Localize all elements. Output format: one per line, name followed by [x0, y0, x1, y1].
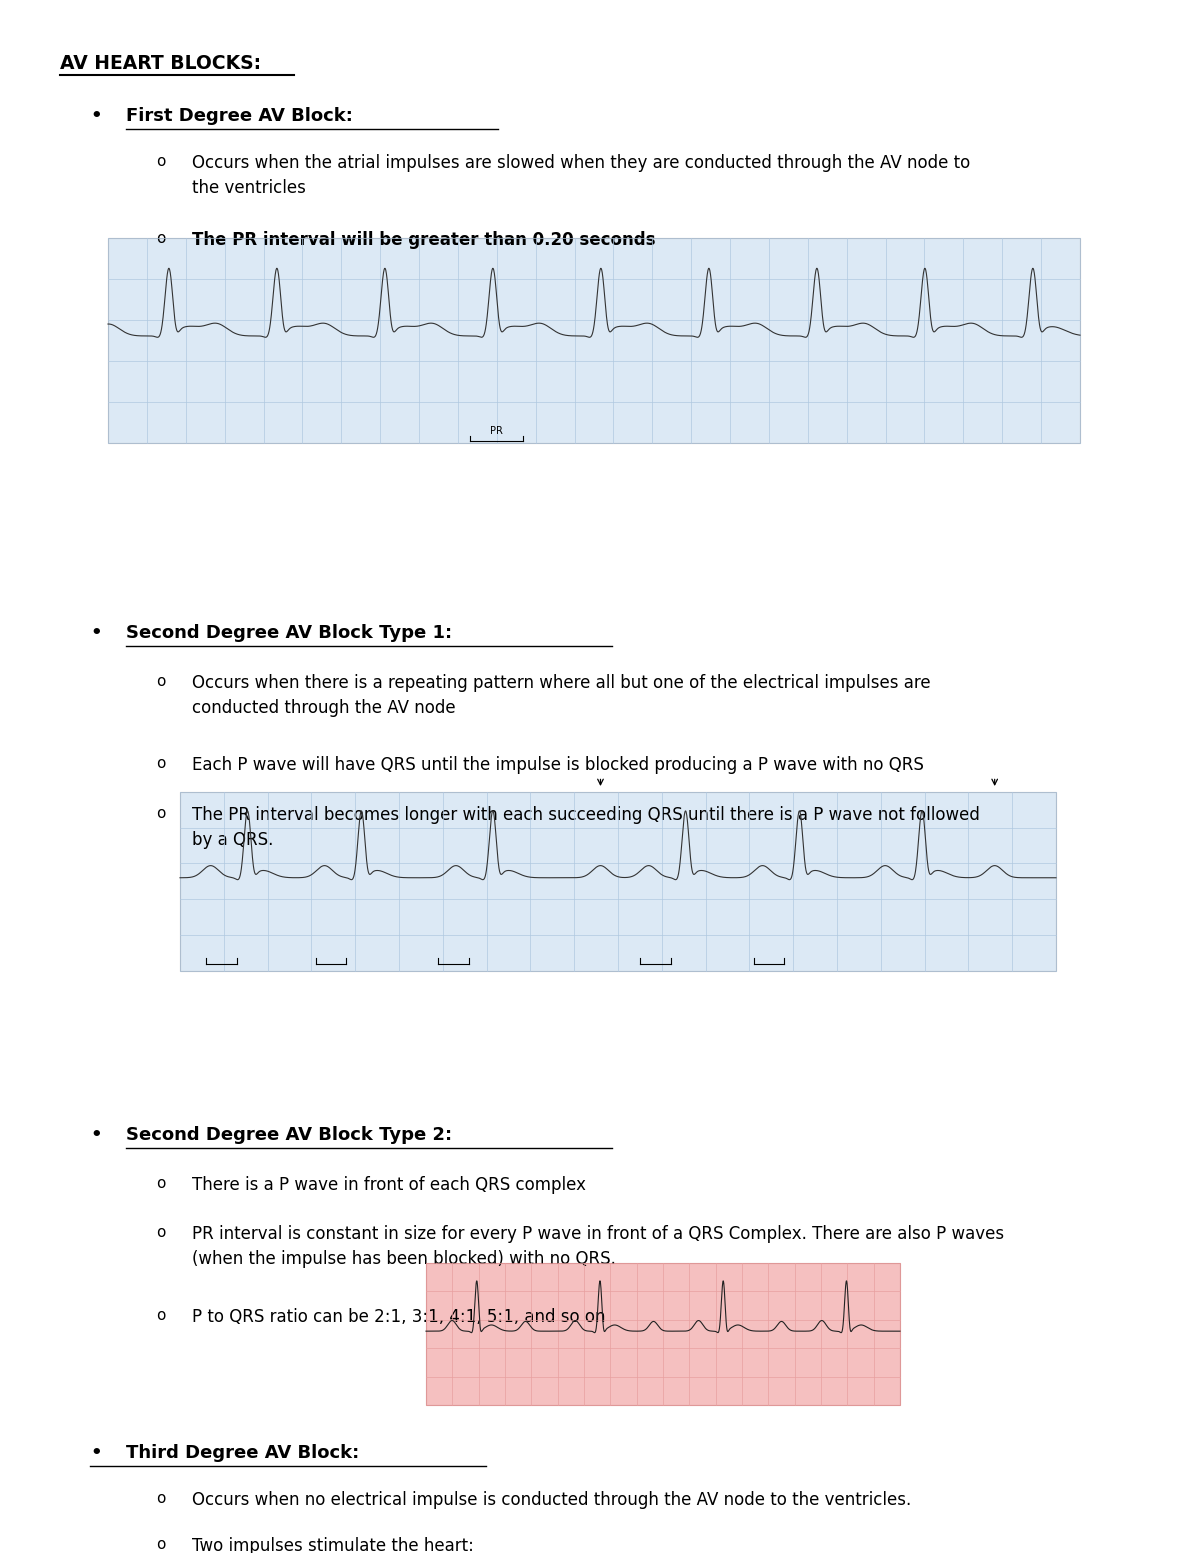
FancyBboxPatch shape [180, 792, 1056, 971]
Text: Second Degree AV Block Type 2:: Second Degree AV Block Type 2: [126, 1126, 452, 1145]
Text: PR: PR [491, 427, 503, 436]
Text: Occurs when the atrial impulses are slowed when they are conducted through the A: Occurs when the atrial impulses are slow… [192, 154, 971, 197]
Text: Second Degree AV Block Type 1:: Second Degree AV Block Type 1: [126, 624, 452, 643]
Text: Each P wave will have QRS until the impulse is blocked producing a P wave with n: Each P wave will have QRS until the impu… [192, 756, 924, 775]
Text: Occurs when there is a repeating pattern where all but one of the electrical imp: Occurs when there is a repeating pattern… [192, 674, 931, 717]
Text: o: o [156, 1491, 166, 1506]
FancyBboxPatch shape [108, 238, 1080, 443]
Text: The PR interval will be greater than 0.20 seconds: The PR interval will be greater than 0.2… [192, 231, 655, 250]
Text: Occurs when no electrical impulse is conducted through the AV node to the ventri: Occurs when no electrical impulse is con… [192, 1491, 911, 1510]
Text: AV HEART BLOCKS:: AV HEART BLOCKS: [60, 54, 262, 73]
Text: o: o [156, 154, 166, 169]
Text: The PR interval becomes longer with each succeeding QRS until there is a P wave : The PR interval becomes longer with each… [192, 806, 980, 849]
Text: o: o [156, 231, 166, 247]
FancyBboxPatch shape [426, 1263, 900, 1405]
Text: Two impulses stimulate the heart:: Two impulses stimulate the heart: [192, 1537, 474, 1553]
Text: P to QRS ratio can be 2:1, 3:1, 4:1, 5:1, and so on: P to QRS ratio can be 2:1, 3:1, 4:1, 5:1… [192, 1308, 606, 1326]
Text: •: • [90, 1444, 102, 1463]
Text: o: o [156, 1308, 166, 1323]
Text: o: o [156, 1225, 166, 1241]
Text: •: • [90, 624, 102, 643]
Text: First Degree AV Block:: First Degree AV Block: [126, 107, 353, 126]
Text: o: o [156, 806, 166, 822]
Text: •: • [90, 107, 102, 126]
Text: o: o [156, 1176, 166, 1191]
Text: Third Degree AV Block:: Third Degree AV Block: [126, 1444, 359, 1463]
Text: There is a P wave in front of each QRS complex: There is a P wave in front of each QRS c… [192, 1176, 586, 1194]
Text: o: o [156, 674, 166, 690]
Text: o: o [156, 1537, 166, 1553]
Text: •: • [90, 1126, 102, 1145]
Text: PR interval is constant in size for every P wave in front of a QRS Complex. Ther: PR interval is constant in size for ever… [192, 1225, 1004, 1269]
Text: o: o [156, 756, 166, 772]
